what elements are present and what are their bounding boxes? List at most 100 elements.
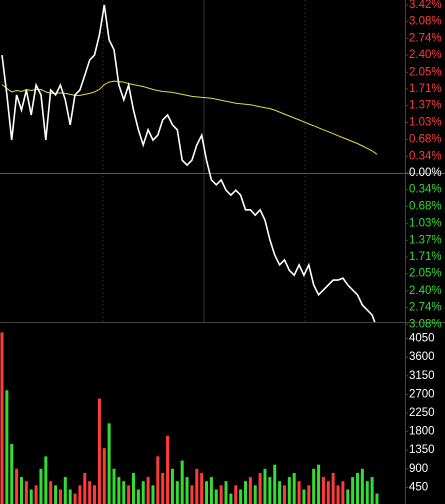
y-tick-label: 3.08% [409,318,442,330]
volume-bar [360,468,364,504]
volume-bar [214,489,218,504]
volume-bar [10,444,14,504]
volume-bar [253,485,257,504]
volume-bar [161,472,165,504]
y-tick-label: 1.37% [409,100,442,112]
volume-bar [93,485,97,504]
volume-bar [0,332,4,504]
y-tick-label: 2700 [409,388,435,400]
volume-bar [302,489,306,504]
y-tick-label: 1.37% [409,234,442,246]
volume-bar [122,481,126,504]
volume-bar [146,477,150,504]
volume-bar [156,456,160,504]
volume-bar [83,472,87,504]
volume-bar [136,489,140,504]
volume-bar [219,485,223,504]
volume-bar [78,485,82,504]
volume-bar [341,481,345,504]
volume-bar [370,477,374,504]
volume-bar [224,481,228,504]
volume-bar [321,477,325,504]
volume-bar [292,472,296,504]
volume-bar [88,481,92,504]
volume-panel [0,332,379,504]
volume-bar [244,481,247,504]
volume-bar [297,481,301,504]
volume-bar [63,477,67,504]
volume-bar [19,477,23,504]
volume-bar [170,468,174,504]
volume-bar [205,481,209,504]
volume-bar [268,477,272,504]
volume-bar [44,456,48,504]
price-panel [0,4,445,329]
y-tick-label: 1.03% [409,116,442,128]
volume-bar [49,481,53,504]
volume-bar [365,481,369,504]
volume-bar [58,489,62,504]
volume-bar [273,464,277,504]
y-tick-label: 1.71% [409,251,442,263]
volume-bar [282,485,286,504]
volume-bar [331,472,335,504]
volume-bar [185,477,189,504]
y-tick-label: 2.05% [409,66,442,78]
y-tick-label: 0.34% [409,150,442,162]
y-tick-label: 0.68% [409,200,442,212]
y-tick-label: 3.42% [409,0,442,11]
y-tick-label: 3600 [409,351,435,363]
volume-bar [263,468,267,504]
volume-bar [112,468,116,504]
volume-bar [351,477,355,504]
volume-bar [287,477,291,504]
average-line [1,80,378,155]
volume-bar [346,489,350,504]
y-tick-label: 3.08% [409,16,442,28]
y-tick-label: 0.34% [409,184,442,196]
volume-bar [248,477,252,504]
volume-bar [239,489,243,504]
volume-bar [278,481,282,504]
y-tick-label: 1.71% [409,83,442,95]
y-tick-label: 4050 [409,333,435,345]
volume-bar [258,472,262,504]
volume-bar [175,481,179,504]
volume-bar [68,489,72,504]
volume-bar [356,472,360,504]
volume-bar [29,489,33,504]
y-tick-label: 0.00% [409,167,442,179]
volume-bar [312,468,316,504]
volume-bar [54,485,58,504]
y-tick-label: 2.74% [409,302,442,314]
volume-bar [234,485,238,504]
y-tick-label: 2.40% [409,49,442,61]
volume-bar [375,493,379,504]
volume-bar [336,485,340,504]
y-tick-label: 0.68% [409,134,442,146]
volume-bar [127,485,131,504]
volume-bar [141,481,145,504]
volume-bar [180,460,184,504]
volume-bar [102,448,106,504]
y-tick-label: 1800 [409,426,435,438]
price-line [1,4,378,329]
volume-bar [190,485,194,504]
y-tick-label: 900 [409,463,428,475]
volume-bar [107,423,111,504]
volume-bar [200,472,204,504]
y-tick-label: 1350 [409,444,435,456]
volume-bar [195,468,199,504]
y-tick-label: 3150 [409,370,435,382]
volume-bar [229,493,233,504]
volume-bar [209,477,213,504]
volume-bar [151,485,155,504]
volume-bar [24,481,28,504]
y-tick-label: 2250 [409,407,435,419]
volume-bar [166,435,170,504]
volume-bar [34,485,38,504]
volume-bar [326,481,330,504]
volume-bar [73,493,77,504]
axis-labels: 3.42% 3.08% 2.74% 2.40% 2.05% 1.71% 1.37% 1.03%… [405,0,442,493]
